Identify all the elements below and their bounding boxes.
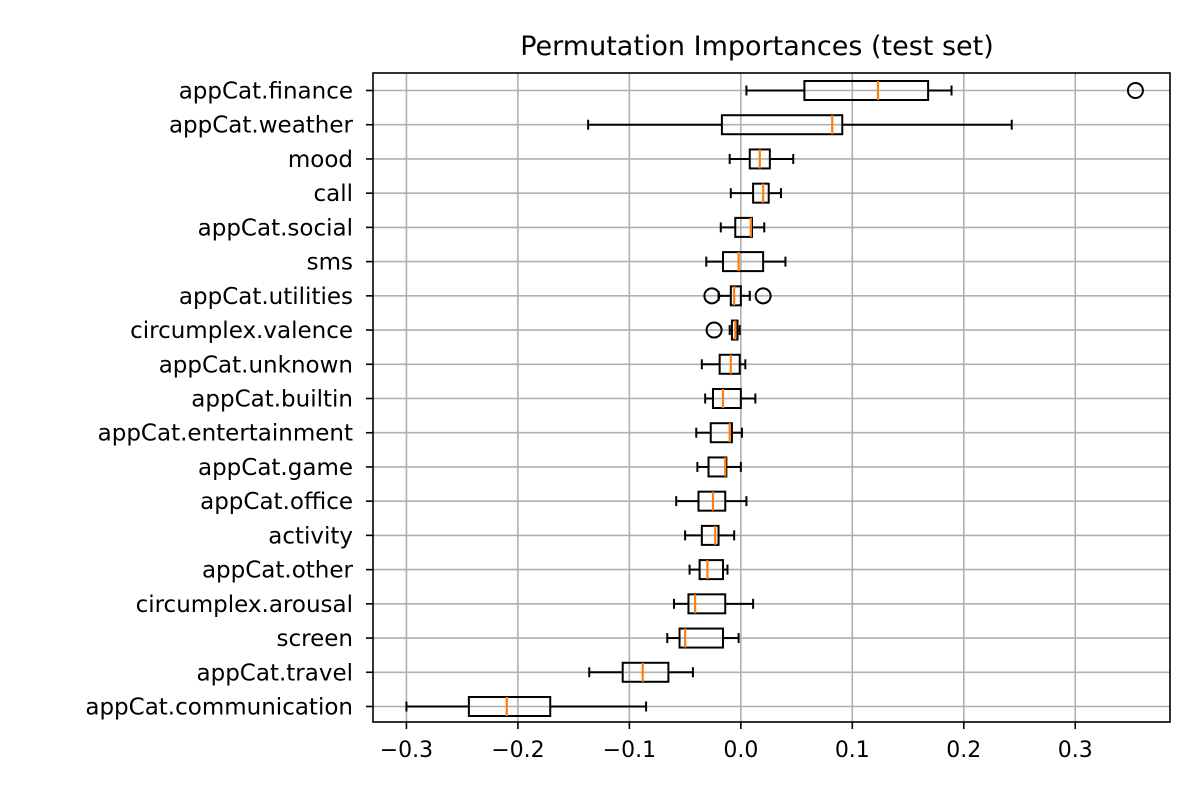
y-tick-label: appCat.travel	[197, 660, 354, 686]
box-group	[588, 661, 694, 683]
y-tick-label: appCat.unknown	[159, 352, 353, 378]
box-group	[745, 80, 1144, 101]
chart-title: Permutation Importances (test set)	[520, 31, 994, 62]
iqr-box	[697, 490, 727, 512]
outlier-point	[1126, 82, 1144, 99]
box-group	[705, 319, 741, 341]
y-tick-label: activity	[268, 523, 353, 549]
box-group	[672, 593, 755, 615]
x-tick-label: −0.1	[603, 738, 656, 763]
y-tick-label: appCat.communication	[85, 695, 353, 721]
box-group	[675, 490, 748, 512]
y-tick-label: appCat.entertainment	[98, 421, 353, 447]
iqr-box	[711, 388, 742, 409]
y-tick-label: appCat.finance	[179, 79, 353, 105]
x-tick-label: 0.2	[946, 738, 981, 763]
iqr-box	[678, 627, 725, 649]
box-group	[688, 559, 729, 581]
x-tick-label: 0.1	[835, 738, 870, 763]
box-group	[719, 216, 766, 238]
box-group	[587, 114, 1013, 136]
y-tick-label: appCat.builtin	[191, 387, 353, 413]
iqr-box	[707, 456, 728, 478]
iqr-box	[467, 696, 552, 717]
y-tick-label: sms	[307, 250, 353, 276]
outlier-point	[705, 321, 723, 339]
iqr-box	[700, 524, 720, 546]
iqr-box	[752, 182, 770, 204]
y-tick-label: appCat.game	[198, 455, 353, 481]
box-group	[729, 182, 782, 204]
y-tick-label: appCat.other	[202, 558, 354, 584]
iqr-box	[709, 422, 733, 444]
iqr-box	[729, 285, 742, 307]
box-group	[405, 696, 648, 717]
box-group	[700, 353, 747, 375]
box-group	[705, 251, 787, 273]
y-tick-label: appCat.weather	[169, 113, 354, 139]
x-tick-label: −0.2	[491, 738, 544, 763]
x-tick-label: 0.0	[723, 738, 758, 763]
y-tick-label: screen	[277, 626, 353, 652]
y-tick-label: appCat.social	[198, 215, 353, 241]
y-tick-label: appCat.office	[200, 489, 353, 515]
box-group	[703, 285, 772, 307]
y-tick-label: appCat.utilities	[179, 284, 353, 310]
outlier-point	[754, 287, 772, 305]
axes-frame	[372, 72, 1171, 723]
iqr-box	[803, 80, 930, 101]
box-group	[684, 524, 736, 546]
iqr-box	[621, 661, 670, 683]
tick-layer: −0.3 −0.2 −0.1 0.0 0.1 0.2 0.3 appCat.finance ap…	[85, 79, 1092, 764]
iqr-box	[698, 559, 725, 581]
iqr-box	[720, 114, 844, 136]
iqr-box	[687, 593, 727, 615]
y-tick-label: mood	[288, 147, 353, 173]
y-tick-label: call	[313, 181, 353, 207]
box-group	[704, 388, 757, 409]
box-group	[728, 148, 795, 170]
iqr-box	[718, 353, 741, 375]
boxplot-layer	[405, 80, 1144, 717]
x-tick-label: −0.3	[380, 738, 433, 763]
y-tick-label: circumplex.valence	[130, 318, 353, 344]
box-group	[695, 422, 743, 444]
box-group	[696, 456, 742, 478]
iqr-box	[722, 251, 765, 273]
outlier-point	[703, 287, 721, 305]
y-tick-label: circumplex.arousal	[136, 592, 353, 618]
x-tick-label: 0.3	[1058, 738, 1093, 763]
box-group	[666, 627, 740, 649]
iqr-box	[734, 216, 753, 238]
